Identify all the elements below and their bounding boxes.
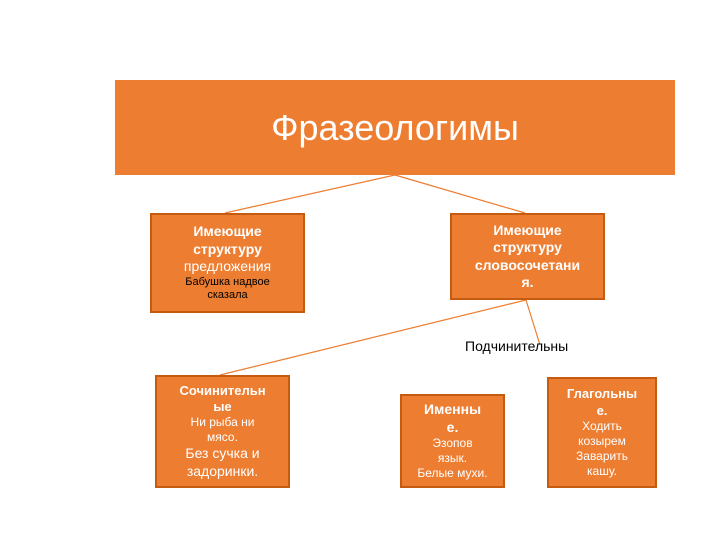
node-coordinative: СочинительныеНи рыба нимясо.Без сучка из… — [155, 375, 290, 488]
node-row: словосочетани — [452, 257, 603, 275]
node-row: предложения — [152, 258, 303, 276]
node-row: Ни рыба ни — [157, 415, 288, 430]
node-row: Заварить — [549, 449, 655, 464]
node-nominal: Именные.Эзоповязык.Белые мухи. — [400, 394, 505, 488]
title-band: Фразеологимы — [115, 80, 675, 175]
node-row: Без сучка и — [157, 445, 288, 463]
node-row: задоринки. — [157, 463, 288, 481]
node-row: структуру — [452, 239, 603, 257]
node-row: Имеющие — [152, 223, 303, 241]
node-row: Белые мухи. — [402, 466, 503, 481]
node-row: Именны — [402, 401, 503, 419]
node-sentence-structure: ИмеющиеструктурупредложенияБабушка надво… — [150, 213, 305, 313]
node-row: я. — [452, 274, 603, 292]
subordinate-label: Подчинительны — [465, 338, 568, 354]
node-row: Эзопов — [402, 436, 503, 451]
node-row: кашу. — [549, 464, 655, 479]
node-row: сказала — [152, 289, 303, 303]
node-row: мясо. — [157, 430, 288, 445]
node-row: Имеющие — [452, 222, 603, 240]
node-row: е. — [402, 419, 503, 437]
title-text: Фразеологимы — [271, 107, 519, 149]
node-row: козырем — [549, 434, 655, 449]
node-verbal: Глагольные.ХодитькозыремЗаваритькашу. — [547, 377, 657, 488]
node-row: структуру — [152, 241, 303, 259]
node-row: Ходить — [549, 419, 655, 434]
node-row: Глагольны — [549, 386, 655, 402]
node-row: Бабушка надвое — [152, 276, 303, 290]
node-row: Сочинительн — [157, 383, 288, 399]
node-phrase-structure: Имеющиеструктурусловосочетания. — [450, 213, 605, 300]
node-row: язык. — [402, 451, 503, 466]
node-row: е. — [549, 403, 655, 419]
node-row: ые — [157, 399, 288, 415]
diagram-stage: { "canvas": { "width": 720, "height": 54… — [0, 0, 720, 540]
